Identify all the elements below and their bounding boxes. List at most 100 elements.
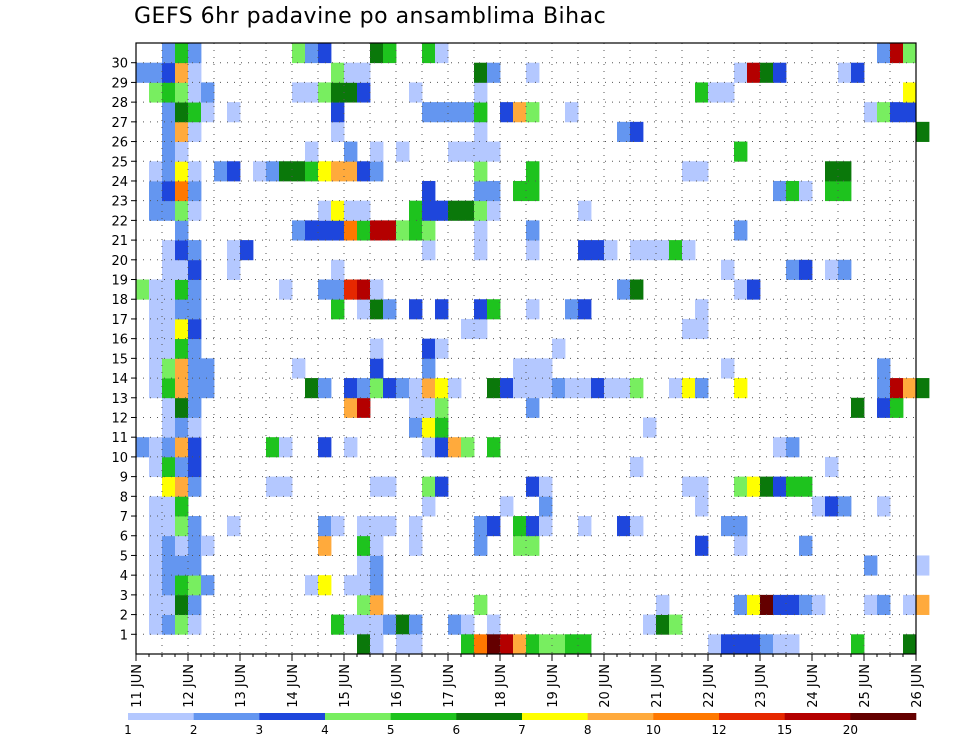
heatmap-cell (799, 180, 813, 202)
heatmap-cell (162, 456, 176, 478)
heatmap-cell (877, 594, 891, 615)
heatmap-cell (604, 240, 618, 261)
heatmap-cell (279, 279, 293, 300)
heatmap-cell (526, 220, 540, 241)
legend-label: 15 (777, 723, 792, 737)
heatmap-cell (227, 516, 241, 537)
heatmap-cell (383, 614, 397, 635)
heatmap-cell (370, 594, 384, 615)
heatmap-cell (825, 259, 839, 280)
heatmap-cell (201, 575, 215, 596)
heatmap-cell (695, 161, 709, 182)
heatmap-cell (305, 220, 319, 241)
heatmap-cell (162, 496, 176, 517)
heatmap-cell (643, 240, 657, 261)
heatmap-cell (786, 259, 800, 280)
heatmap-cell (448, 200, 462, 221)
heatmap-cell (370, 476, 384, 497)
heatmap-cell (578, 200, 592, 221)
heatmap-cell (357, 82, 371, 103)
heatmap-cell (227, 102, 241, 123)
heatmap-cell (682, 161, 696, 182)
heatmap-cell (409, 82, 423, 103)
heatmap-cell (162, 259, 176, 280)
heatmap-cell (422, 378, 436, 399)
heatmap-cell (422, 496, 436, 517)
heatmap-cell (578, 378, 592, 399)
heatmap-cell (773, 594, 787, 615)
y-tick-label: 14 (111, 372, 128, 387)
heatmap-cell (227, 240, 241, 261)
x-tick-label: 24 JUN (806, 664, 821, 708)
heatmap-cell (864, 555, 878, 576)
heatmap-cell (162, 397, 176, 418)
heatmap-cell (422, 397, 436, 418)
heatmap-cell (149, 456, 163, 478)
heatmap-cell (149, 318, 163, 340)
heatmap-cell (188, 259, 202, 280)
heatmap-cell (357, 516, 371, 537)
heatmap-cell (149, 161, 163, 182)
y-tick-label: 28 (111, 96, 128, 111)
heatmap-cell (552, 634, 566, 655)
heatmap-cell (175, 259, 189, 280)
heatmap-cell (461, 437, 475, 458)
heatmap-cell (838, 259, 852, 280)
heatmap-cell (786, 437, 800, 458)
heatmap-cell (526, 476, 540, 497)
heatmap-cell (864, 594, 878, 615)
heatmap-cell (682, 476, 696, 497)
legend-label: 4 (321, 723, 329, 737)
legend-label: 3 (256, 723, 264, 737)
heatmap-cells (136, 43, 930, 655)
heatmap-cell (422, 437, 436, 458)
heatmap-cell (370, 614, 384, 635)
heatmap-cell (175, 43, 189, 64)
heatmap-cell (188, 102, 202, 123)
heatmap-cell (461, 614, 475, 635)
heatmap-cell (240, 240, 254, 261)
heatmap-cell (357, 555, 371, 576)
heatmap-cell (162, 476, 176, 497)
heatmap-cell (162, 141, 176, 162)
heatmap-cell (175, 535, 189, 556)
heatmap-cell (370, 220, 384, 241)
heatmap-cell (266, 476, 280, 497)
heatmap-cell (487, 614, 501, 635)
heatmap-cell (526, 62, 540, 83)
heatmap-cell (162, 82, 176, 103)
heatmap-cell (916, 594, 930, 615)
heatmap-cell (552, 378, 566, 399)
heatmap-cell (526, 535, 540, 556)
y-tick-label: 3 (120, 589, 128, 604)
dotted-grid (136, 43, 916, 654)
y-tick-label: 13 (111, 392, 128, 407)
heatmap-cell (409, 397, 423, 418)
heatmap-cell (747, 594, 761, 615)
heatmap-cell (344, 437, 358, 458)
legend-swatch (390, 713, 457, 720)
heatmap-cell (435, 200, 449, 221)
heatmap-cell (448, 378, 462, 399)
heatmap-cell (825, 496, 839, 517)
heatmap-cell (162, 338, 176, 359)
legend-label: 20 (843, 723, 858, 737)
heatmap-cell (214, 161, 228, 182)
legend-label: 2 (190, 723, 198, 737)
heatmap-cell (409, 634, 423, 655)
heatmap-cell (578, 634, 592, 655)
heatmap-cell (409, 535, 423, 556)
heatmap-cell (747, 634, 761, 655)
heatmap-cell (357, 161, 371, 182)
y-tick-labels: 1234567891011121314151617181920212223242… (111, 57, 128, 644)
y-tick-label: 17 (111, 313, 128, 328)
heatmap-cell (396, 614, 410, 635)
heatmap-cell (175, 516, 189, 537)
heatmap-cell (474, 121, 488, 142)
heatmap-cell (175, 614, 189, 635)
heatmap-cell (344, 161, 358, 182)
heatmap-cell (422, 358, 436, 379)
y-tick-label: 26 (111, 136, 128, 151)
heatmap-cell (721, 259, 735, 280)
heatmap-cell (370, 516, 384, 537)
